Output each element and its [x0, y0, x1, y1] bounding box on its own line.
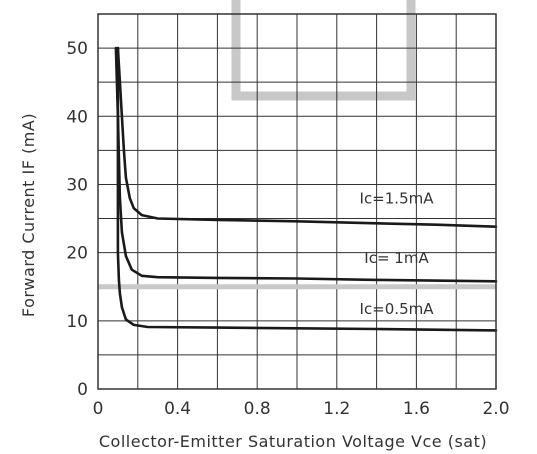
y-tick-label: 30	[66, 175, 88, 195]
y-tick-labels: 0 10 20 30 40 50	[66, 39, 88, 400]
series-line-2	[116, 46, 498, 332]
series-label-2: Ic=0.5mA	[360, 300, 435, 318]
y-tick-label: 0	[77, 380, 88, 400]
x-tick-label: 0.4	[164, 399, 191, 419]
x-tick-label: 2.0	[482, 399, 509, 419]
plot-border	[97, 13, 497, 390]
series-labels: Ic=1.5mA Ic= 1mA Ic=0.5mA	[360, 190, 435, 318]
x-tick-label: 1.2	[323, 399, 350, 419]
y-tick-label: 20	[66, 244, 88, 264]
x-tick-label: 0.8	[244, 399, 271, 419]
series-label-0: Ic=1.5mA	[360, 190, 435, 208]
series-label-1: Ic= 1mA	[364, 249, 429, 267]
series-line-0	[116, 46, 498, 228]
x-tick-label: 1.6	[403, 399, 430, 419]
y-axis-title: Forward Current IF (mA)	[19, 113, 38, 317]
grid	[98, 14, 496, 389]
series-line-1	[114, 46, 498, 283]
plot-frame	[97, 13, 497, 390]
y-tick-label: 40	[66, 107, 88, 127]
y-tick-label: 10	[66, 312, 88, 332]
x-tick-labels: 0 0.4 0.8 1.2 1.6 2.0	[93, 399, 510, 419]
x-tick-label: 0	[93, 399, 104, 419]
series-lines	[114, 46, 498, 332]
x-axis-title: Collector-Emitter Saturation Voltage Vce…	[99, 432, 487, 451]
y-tick-label: 50	[66, 39, 88, 59]
